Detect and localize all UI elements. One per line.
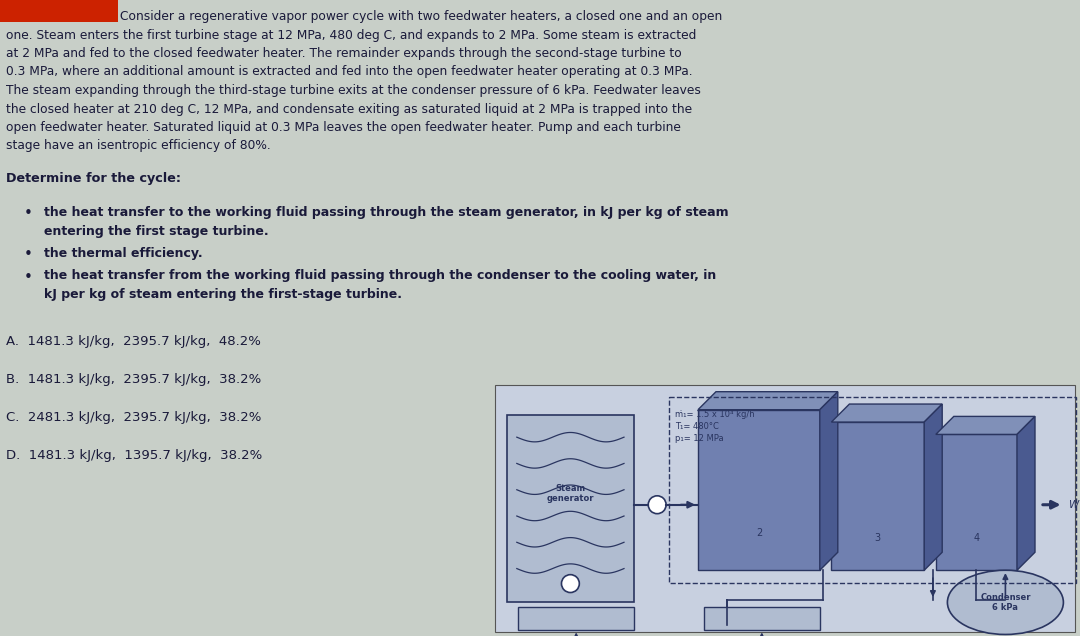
Text: A.  1481.3 kJ/kg,  2395.7 kJ/kg,  48.2%: A. 1481.3 kJ/kg, 2395.7 kJ/kg, 48.2% [6,335,261,347]
Text: T₁= 480°C: T₁= 480°C [675,422,718,431]
Bar [935,434,1017,570]
Bar [518,607,634,630]
Bar [0,0,118,22]
Text: p₁= 12 MPa: p₁= 12 MPa [675,434,724,443]
Text: 0.3 MPa, where an additional amount is extracted and fed into the open feedwater: 0.3 MPa, where an additional amount is e… [6,66,692,78]
Text: kJ per kg of steam entering the first-stage turbine.: kJ per kg of steam entering the first-st… [44,288,402,301]
Polygon shape [698,392,838,410]
Text: ṁ₁= 1.5 x 10⁴ kg/h: ṁ₁= 1.5 x 10⁴ kg/h [675,410,755,418]
Circle shape [648,496,666,514]
Circle shape [562,575,579,593]
Bar [669,398,1076,583]
Text: the heat transfer to the working fluid passing through the steam generator, in k: the heat transfer to the working fluid p… [44,206,729,219]
Text: C.  2481.3 kJ/kg,  2395.7 kJ/kg,  38.2%: C. 2481.3 kJ/kg, 2395.7 kJ/kg, 38.2% [6,410,261,424]
Text: The steam expanding through the third-stage turbine exits at the condenser press: The steam expanding through the third-st… [6,84,701,97]
Text: Condenser
6 kPa: Condenser 6 kPa [981,593,1030,612]
Text: at 2 MPa and fed to the closed feedwater heater. The remainder expands through t: at 2 MPa and fed to the closed feedwater… [6,47,681,60]
Text: •: • [24,270,32,284]
Text: entering the first stage turbine.: entering the first stage turbine. [44,225,269,237]
Text: the closed heater at 210 deg C, 12 MPa, and condensate exiting as saturated liqu: the closed heater at 210 deg C, 12 MPa, … [6,102,692,116]
Text: stage have an isentropic efficiency of 80%.: stage have an isentropic efficiency of 8… [6,139,271,153]
Text: Determine for the cycle:: Determine for the cycle: [6,172,181,185]
Text: the heat transfer from the working fluid passing through the condenser to the co: the heat transfer from the working fluid… [44,270,716,282]
Text: one. Steam enters the first turbine stage at 12 MPa, 480 deg C, and expands to 2: one. Steam enters the first turbine stag… [6,29,697,41]
Text: 4: 4 [973,533,980,543]
Bar [832,422,924,570]
Text: B.  1481.3 kJ/kg,  2395.7 kJ/kg,  38.2%: B. 1481.3 kJ/kg, 2395.7 kJ/kg, 38.2% [6,373,261,385]
Text: •: • [24,247,32,262]
Polygon shape [820,392,838,570]
Bar [507,415,634,602]
Text: open feedwater heater. Saturated liquid at 0.3 MPa leaves the open feedwater hea: open feedwater heater. Saturated liquid … [6,121,680,134]
Text: Steam
generator: Steam generator [546,484,594,503]
Text: 2: 2 [756,529,762,538]
Bar [495,385,1075,632]
Text: W: W [1069,500,1079,509]
Text: •: • [24,206,32,221]
Bar [704,607,820,630]
Polygon shape [924,404,942,570]
Text: Consider a regenerative vapor power cycle with two feedwater heaters, a closed o: Consider a regenerative vapor power cycl… [120,10,723,23]
Text: D.  1481.3 kJ/kg,  1395.7 kJ/kg,  38.2%: D. 1481.3 kJ/kg, 1395.7 kJ/kg, 38.2% [6,448,262,462]
Polygon shape [935,417,1035,434]
Polygon shape [832,404,942,422]
Text: the thermal efficiency.: the thermal efficiency. [44,247,203,260]
Bar [698,410,820,570]
Text: 3: 3 [875,533,881,543]
Polygon shape [1017,417,1035,570]
Ellipse shape [947,570,1064,635]
